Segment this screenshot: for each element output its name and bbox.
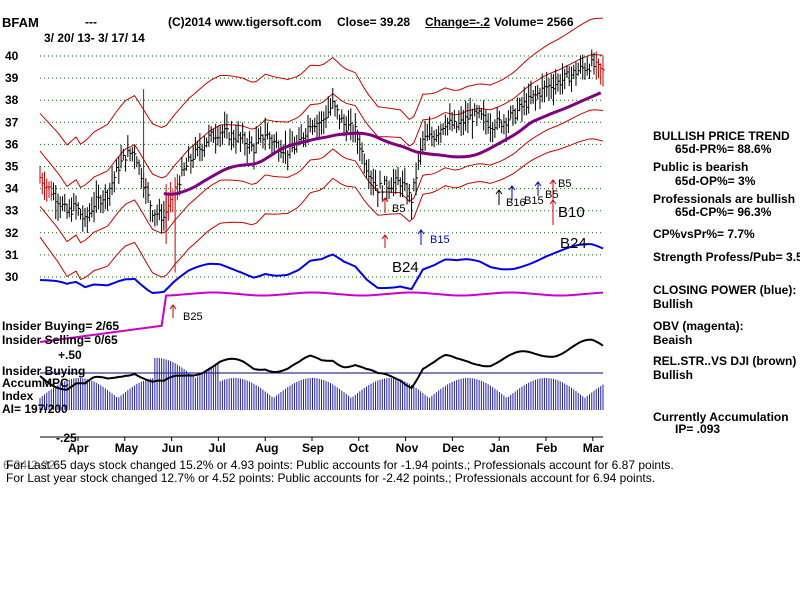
trend-title: BULLISH PRICE TREND <box>653 129 790 143</box>
closing-power-line <box>39 243 604 295</box>
buy-arrow-head <box>381 197 389 203</box>
date-range: 3/ 20/ 13- 3/ 17/ 14 <box>44 31 145 45</box>
outer-lower-band <box>39 138 604 281</box>
y-tick-label: 33 <box>5 204 19 218</box>
inner-lower-band <box>39 109 604 244</box>
y-tick-label: 38 <box>5 93 19 107</box>
obv-line <box>39 291 604 343</box>
x-tick-label: Sep <box>302 441 324 455</box>
obv-line <box>39 291 604 343</box>
x-tick-label: Apr <box>68 441 89 455</box>
obv-value: Beaish <box>653 333 693 347</box>
signal-label: B10 <box>558 204 585 221</box>
public-title: Public is bearish <box>653 160 749 174</box>
buy-arrow-head <box>417 229 425 235</box>
plus-50-label: +.50 <box>58 348 82 362</box>
x-tick-label: Dec <box>442 441 464 455</box>
ticker-label: BFAM <box>2 15 39 30</box>
accum-label: Accum <box>2 376 43 390</box>
strength-ratio: Strength Profess/Pub= 3.5 <box>653 250 800 264</box>
outer-upper-band <box>39 17 604 146</box>
relative-strength-line <box>39 338 604 391</box>
minus-25-label: -.25 <box>56 431 77 445</box>
signal-label: B5 <box>558 178 571 190</box>
close-label: Close= 39.28 <box>337 15 411 29</box>
obv-title: OBV (magenta): <box>653 319 744 333</box>
x-tick-label: May <box>115 441 139 455</box>
insider-buying: Insider Buying= 2/65 <box>2 319 120 333</box>
copyright-label: (C)2014 www.tigersoft.com <box>168 15 322 29</box>
signal-label: B5 <box>545 189 558 201</box>
public-op: 65d-OP%= 3% <box>675 174 756 188</box>
cp-vs-pr: CP%vsPr%= 7.7% <box>653 227 755 241</box>
y-axis: 40 39 38 37 36 35 34 33 32 31 30 <box>5 49 19 284</box>
footer-overlay: 6-24-2-22 <box>3 458 56 472</box>
y-tick-label: 40 <box>5 49 19 63</box>
x-tick-label: Jun <box>162 441 183 455</box>
index-label: Index <box>2 389 34 403</box>
ma-65-line <box>163 91 602 196</box>
signal-label: B24 <box>560 235 587 252</box>
relstr-title: REL.STR..VS DJI (brown) <box>653 354 797 368</box>
accum-index <box>39 358 604 410</box>
footer-line-2: For Last year stock changed 12.7% or 4.5… <box>6 471 656 485</box>
y-tick-label: 39 <box>5 71 19 85</box>
trend-pr: 65d-PR%= 88.6% <box>675 142 772 156</box>
y-tick-label: 34 <box>5 182 19 196</box>
buy-arrow-head <box>169 304 177 310</box>
y-tick-label: 37 <box>5 115 19 129</box>
y-tick-label: 35 <box>5 160 19 174</box>
y-tick-label: 36 <box>5 137 19 151</box>
x-tick-label: Nov <box>396 441 419 455</box>
signal-label: B5 <box>392 203 405 215</box>
pros-title: Professionals are bullish <box>653 192 796 206</box>
insider-selling: Insider Selling= 0/65 <box>2 333 118 347</box>
ai-label: AI= 197/200 <box>2 402 68 416</box>
signal-label: B25 <box>183 311 203 323</box>
accum-title: Currently Accumulation <box>653 410 789 424</box>
buy-arrow-head <box>381 234 389 240</box>
ip-value: IP= .093 <box>675 422 721 436</box>
x-tick-label: Jan <box>489 441 510 455</box>
footer-line-1: For Last 65 days stock changed 15.2% or … <box>6 458 674 472</box>
signal-label: B15 <box>430 234 450 246</box>
x-tick-label: Oct <box>349 441 369 455</box>
signal-label: B24 <box>392 259 419 276</box>
signal-label: B15 <box>524 195 544 207</box>
price-bands <box>39 17 604 281</box>
buy-arrow-head <box>549 179 557 185</box>
signal-label: B16 <box>506 197 526 209</box>
y-tick-label: 31 <box>5 248 19 262</box>
price-bars <box>39 49 605 273</box>
x-tick-label: Jul <box>208 441 225 455</box>
moving-average <box>163 91 602 196</box>
buy-arrow-head <box>534 181 542 187</box>
header-dashes: --- <box>85 15 97 29</box>
buy-arrow-head <box>495 189 503 195</box>
grid-lines <box>40 55 603 438</box>
insider-buying-2: Insider Buying <box>2 364 86 378</box>
mpc-label: MPC <box>42 376 69 390</box>
y-tick-label: 30 <box>5 270 19 284</box>
relstr-value: Bullish <box>653 368 694 382</box>
buy-arrow-head <box>508 185 516 191</box>
x-tick-label: Feb <box>536 441 557 455</box>
closing-power-title: CLOSING POWER (blue): <box>653 283 797 297</box>
x-tick-label: Aug <box>255 441 278 455</box>
change-label: Change=-.2 <box>425 15 491 29</box>
volume-label: Volume= 2566 <box>494 15 574 29</box>
relative-strength-line <box>39 338 604 391</box>
closing-power-value: Bullish <box>653 297 694 311</box>
y-tick-label: 32 <box>5 226 19 240</box>
closing-power-line <box>39 243 604 295</box>
pros-cp: 65d-CP%= 96.3% <box>675 205 772 219</box>
x-axis: Apr May Jun Jul Aug Sep Oct Nov Dec Jan Feb Mar <box>68 437 604 455</box>
inner-upper-band <box>39 53 604 189</box>
x-tick-label: Mar <box>583 441 605 455</box>
